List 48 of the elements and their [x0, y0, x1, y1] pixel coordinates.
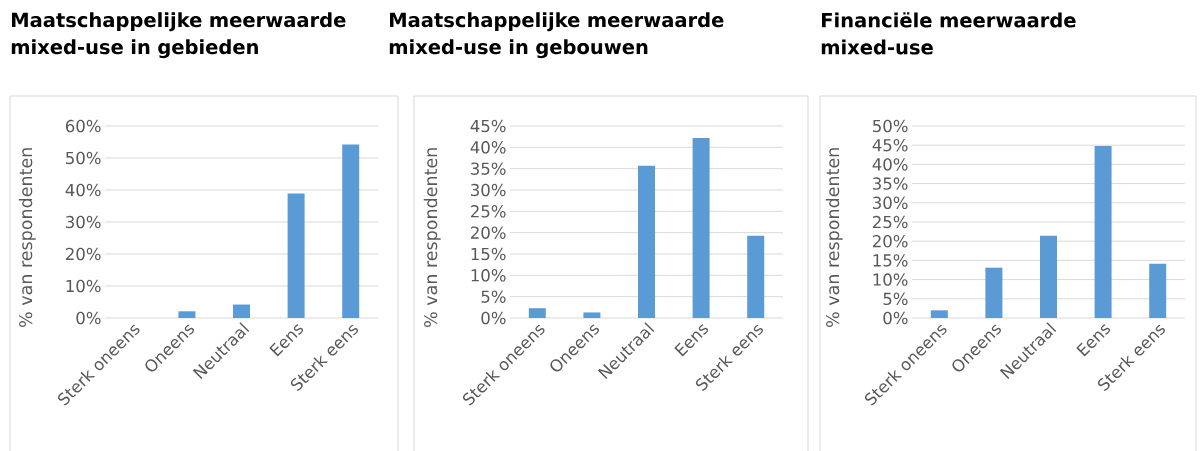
- y-tick-label: 15%: [471, 247, 506, 261]
- y-tick-label: 20%: [471, 226, 506, 239]
- bar: [287, 193, 305, 318]
- bar: [930, 310, 948, 318]
- bar: [747, 235, 765, 318]
- y-tick-label: 25%: [471, 205, 506, 218]
- y-tick-label: 30%: [471, 183, 506, 197]
- y-tick-label: 50%: [873, 119, 908, 133]
- bar: [178, 311, 196, 318]
- y-tick-label: 35%: [471, 162, 506, 175]
- bar: [1040, 235, 1057, 318]
- y-tick-label: 0%: [76, 311, 101, 325]
- y-tick-label: 0%: [481, 311, 506, 325]
- y-axis-title: % van respondenten: [423, 148, 441, 327]
- bar: [1149, 263, 1167, 318]
- chart-title: Maatschappelijke meerwaarde mixed-use in gebouwen: [389, 12, 724, 59]
- y-tick-label: 40%: [872, 158, 908, 171]
- y-tick-label: 10%: [471, 269, 506, 282]
- y-tick-label: 25%: [873, 215, 908, 229]
- y-tick-label: 60%: [65, 119, 101, 133]
- y-tick-label: 30%: [873, 196, 908, 210]
- y-tick-label: 10%: [873, 273, 908, 286]
- y-tick-label: 45%: [872, 138, 908, 152]
- bar: [583, 312, 601, 318]
- y-tick-label: 35%: [873, 177, 908, 190]
- y-tick-label: 15%: [873, 254, 908, 267]
- y-axis-title: % van respondenten: [825, 148, 843, 327]
- bar: [342, 144, 360, 318]
- chart-title: Financiële meerwaarde mixed-use: [821, 12, 1076, 55]
- y-tick-label: 0%: [883, 311, 908, 325]
- bar: [638, 165, 655, 318]
- bar: [692, 137, 710, 318]
- y-tick-label: 5%: [481, 290, 506, 303]
- y-tick-label: 50%: [66, 151, 101, 165]
- bar: [985, 267, 1003, 318]
- chart-title: Maatschappelijke meerwaarde mixed-use in gebieden: [11, 12, 346, 59]
- y-axis-title: % van respondenten: [18, 148, 36, 327]
- bar: [1094, 145, 1112, 318]
- y-tick-label: 20%: [66, 247, 101, 261]
- y-tick-label: 5%: [883, 292, 908, 306]
- y-tick-label: 20%: [873, 234, 908, 248]
- bar: [528, 308, 546, 318]
- y-tick-label: 40%: [65, 183, 101, 197]
- bar: [233, 304, 251, 318]
- y-tick-label: 45%: [470, 119, 506, 133]
- y-tick-label: 40%: [470, 141, 506, 154]
- y-tick-label: 10%: [66, 279, 101, 293]
- y-tick-label: 30%: [66, 215, 101, 229]
